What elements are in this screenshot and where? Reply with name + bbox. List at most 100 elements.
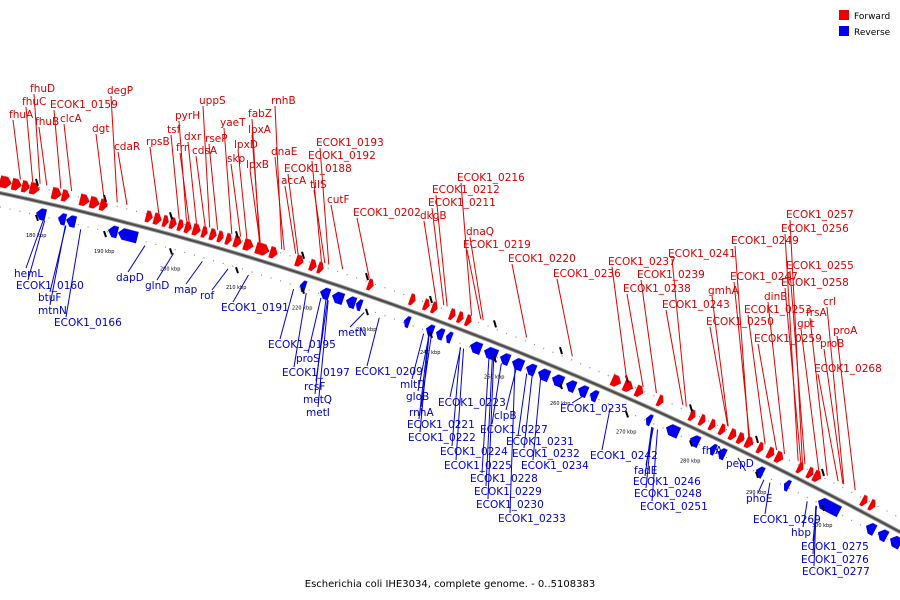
forward-gene-arrow-highlight <box>194 222 203 226</box>
gene-label: clcA <box>60 113 82 125</box>
forward-gene-arrow-shape <box>50 186 62 200</box>
reverse-gene-arrow-shape <box>404 315 412 329</box>
scale-tick-label: 260 kbp <box>550 401 570 407</box>
forward-gene-arrow-shape <box>743 435 754 449</box>
reverse-gene-arrow-highlight <box>692 432 702 438</box>
reverse-gene-arrow-shape <box>878 529 890 543</box>
leader-line <box>49 225 66 306</box>
forward-gene-arrow <box>183 220 194 234</box>
forward-gene-arrow <box>161 214 171 227</box>
reverse-gene-arrow-shape <box>590 389 600 403</box>
forward-gene-arrow <box>687 408 699 422</box>
forward-gene-arrow <box>28 181 42 195</box>
gene-label: hemL <box>14 268 43 280</box>
forward-gene-arrow-shape <box>455 310 464 324</box>
forward-gene-arrow <box>0 174 14 189</box>
leader-line <box>784 287 802 463</box>
scale-tick-label: 240 kbp <box>420 350 440 356</box>
leader-line <box>532 379 542 461</box>
reverse-gene-arrow-highlight <box>321 285 332 290</box>
gene-label: proS <box>296 353 320 365</box>
reverse-gene-arrow <box>436 326 446 341</box>
reverse-gene-arrow-highlight <box>447 329 454 334</box>
forward-gene-arrow-shape <box>609 373 622 387</box>
gene-label: ECOK1_0236 <box>553 268 621 280</box>
gene-label: dnaQ <box>466 226 494 238</box>
leader-line <box>65 229 82 318</box>
reverse-gene-arrow <box>332 289 346 306</box>
leader-line <box>237 149 248 239</box>
gene-label: crl <box>823 296 836 308</box>
gene-label: fhuB <box>35 116 59 128</box>
reverse-gene-arrow <box>878 526 890 543</box>
forward-gene-arrow <box>707 417 719 431</box>
reverse-gene-arrow-shape <box>500 353 512 367</box>
reverse-gene-arrow-highlight <box>471 338 484 345</box>
gene-label: gpt <box>797 318 814 330</box>
gene-label: pyrH <box>175 110 200 122</box>
reverse-gene-arrow <box>470 338 484 355</box>
leader-line <box>330 204 344 270</box>
scale-tick <box>301 251 305 259</box>
leader-line <box>185 261 203 285</box>
backbone-line <box>0 191 900 534</box>
gene-label: dgt <box>92 123 109 135</box>
scale-tick-label: 270 kbp <box>616 429 636 435</box>
gene-label: lpxA <box>248 124 272 136</box>
gene-label: metN <box>338 327 367 339</box>
reverse-gene-arrow-shape <box>426 324 436 337</box>
gene-label: dkgB <box>420 210 447 222</box>
leader-line <box>523 375 533 449</box>
reverse-gene-arrow-highlight <box>514 355 526 361</box>
gene-label: ECOK1_0195 <box>268 339 336 351</box>
forward-gene-arrow-highlight <box>660 393 667 398</box>
legend-label-reverse: Reverse <box>854 28 891 38</box>
leader-line <box>481 358 490 474</box>
leader-line <box>487 360 495 500</box>
leader-line <box>25 220 44 269</box>
forward-gene-arrow-highlight <box>411 292 418 296</box>
forward-gene-arrow-highlight <box>53 186 64 190</box>
reverse-gene-arrow <box>578 382 590 399</box>
gene-label: tsf <box>167 124 181 136</box>
gene-label: metI <box>306 407 330 419</box>
reverse-gene-arrow-shape <box>446 331 454 344</box>
gene-label: skp <box>227 153 246 165</box>
gene-label: mtnN <box>38 305 67 317</box>
forward-gene-arrow <box>447 307 458 321</box>
gene-label: ECOK1_0253 <box>744 304 812 316</box>
gene-label: ECOK1_0227 <box>480 424 548 436</box>
leader-line <box>757 343 778 451</box>
leader-line <box>626 293 644 388</box>
reverse-gene-arrow-highlight <box>357 297 364 301</box>
reverse-gene-arrow <box>484 344 500 362</box>
forward-gene-arrow-highlight <box>179 218 186 221</box>
gene-label: ECOK1_0259 <box>754 333 822 345</box>
reverse-gene-arrow <box>66 213 78 228</box>
scale-tick-label: 180 kbp <box>26 233 46 239</box>
forward-gene-arrow-highlight <box>63 188 72 192</box>
gene-label: glnD <box>145 280 169 292</box>
reverse-gene-arrow-shape <box>332 291 346 306</box>
forward-gene-arrow-highlight <box>271 245 280 249</box>
gene-label: ECOK1_0220 <box>508 253 576 265</box>
gene-label: tilS <box>310 179 327 191</box>
scale-tick <box>493 320 497 328</box>
gene-label: ECOK1_0232 <box>512 448 580 460</box>
reverse-gene-arrow-highlight <box>720 445 729 451</box>
reverse-gene-arrow <box>666 421 682 439</box>
leader-line <box>63 123 73 192</box>
gene-label: ECOK1_0228 <box>470 473 538 485</box>
gene-label: ECOK1_0231 <box>506 436 574 448</box>
reverse-gene-arrow-highlight <box>786 477 793 482</box>
gene-label: rnhB <box>271 95 296 107</box>
forward-gene-arrow-shape <box>200 225 208 238</box>
scale-tick <box>755 471 759 479</box>
leader-line <box>419 335 430 433</box>
leader-line <box>110 95 118 203</box>
reverse-gene-arrow-highlight <box>347 294 358 299</box>
scale-tick <box>103 194 107 203</box>
scale-tick <box>169 248 173 255</box>
gene-label: dapD <box>116 272 144 284</box>
forward-gene-arrow-highlight <box>770 445 778 451</box>
